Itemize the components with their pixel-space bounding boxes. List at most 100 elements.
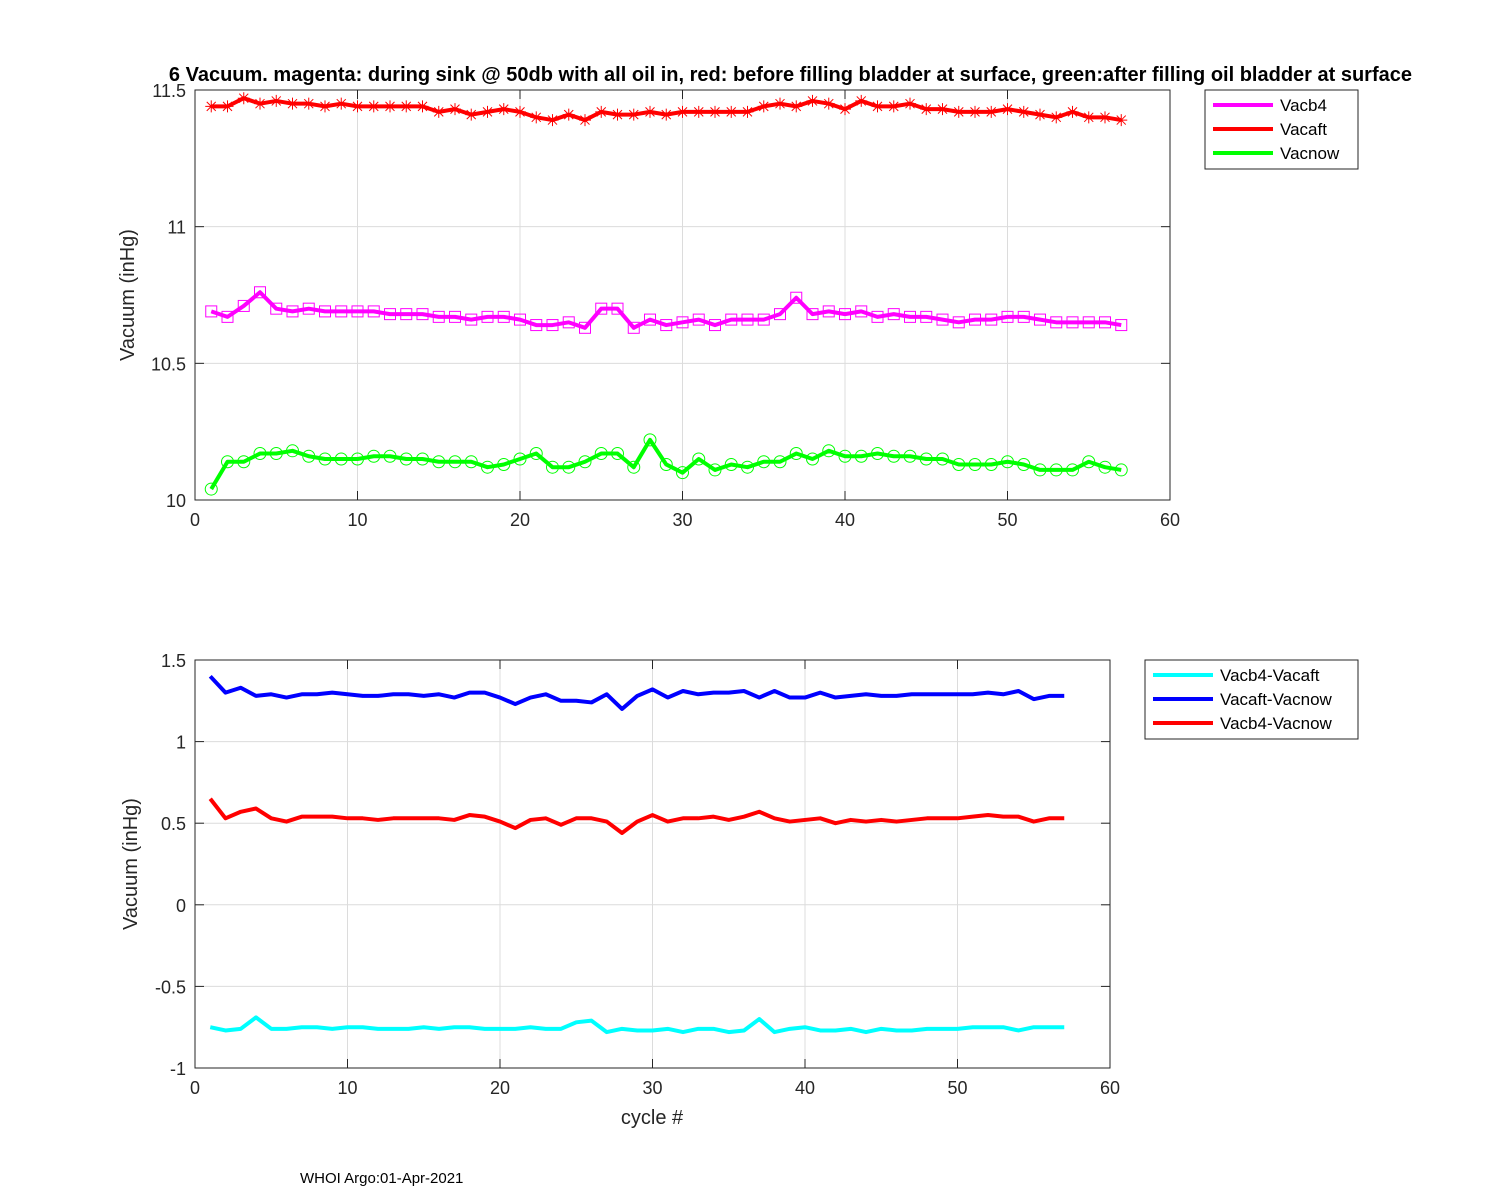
data-point-vacb4 bbox=[481, 310, 494, 323]
data-point-vacaft bbox=[887, 100, 900, 113]
data-point-vacaft bbox=[709, 105, 721, 118]
data-point-vacb4 bbox=[416, 308, 429, 321]
data-point-vacnow bbox=[578, 455, 592, 469]
data-point-vacb4 bbox=[627, 321, 640, 334]
data-point-vacaft bbox=[1050, 111, 1063, 124]
series-line-vacb4-vacaft bbox=[209, 1015, 1065, 1035]
data-point-vacaft bbox=[449, 103, 461, 116]
data-point-vacnow bbox=[529, 447, 543, 461]
data-point-vacnow bbox=[286, 444, 299, 458]
data-point-vacb4 bbox=[237, 299, 250, 312]
data-point-vacaft bbox=[1099, 111, 1111, 124]
data-point-vacnow bbox=[594, 447, 608, 461]
data-point-vacnow bbox=[1098, 460, 1112, 474]
x-tick-label: 20 bbox=[510, 510, 530, 530]
data-point-vacnow bbox=[513, 452, 527, 466]
x-tick-label: 60 bbox=[1160, 510, 1180, 530]
data-point-vacnow bbox=[887, 449, 901, 463]
data-point-vacb4 bbox=[985, 313, 998, 326]
data-point-vacb4 bbox=[384, 308, 396, 321]
series-line-vacaft-vacnow bbox=[208, 674, 1065, 711]
x-tick-label: 10 bbox=[347, 510, 367, 530]
data-point-vacb4 bbox=[1082, 316, 1095, 329]
data-point-vacb4 bbox=[822, 305, 835, 318]
data-point-vacaft bbox=[790, 100, 803, 113]
footer-stamp: WHOI Argo:01-Apr-2021 bbox=[300, 1170, 463, 1187]
data-point-vacaft bbox=[270, 94, 283, 107]
data-point-vacaft bbox=[774, 97, 786, 110]
data-point-vacaft bbox=[692, 105, 705, 118]
data-point-vacnow bbox=[481, 460, 494, 474]
data-point-vacb4 bbox=[465, 313, 478, 326]
data-point-vacb4 bbox=[871, 310, 884, 323]
data-point-vacnow bbox=[416, 452, 429, 466]
data-point-vacnow bbox=[757, 455, 771, 469]
data-point-vacb4 bbox=[319, 305, 331, 318]
data-point-vacnow bbox=[838, 449, 852, 463]
data-point-vacb4 bbox=[400, 308, 413, 321]
data-point-vacnow bbox=[269, 447, 283, 461]
legend-label-vacb4: Vacb4 bbox=[1280, 96, 1327, 115]
data-point-vacnow bbox=[919, 452, 933, 466]
data-point-vacnow bbox=[497, 457, 511, 471]
data-point-vacnow bbox=[562, 460, 576, 474]
data-point-vacnow bbox=[984, 457, 998, 471]
data-point-vacnow bbox=[789, 447, 803, 461]
y-tick-label: -1 bbox=[170, 1059, 186, 1079]
axes-box bbox=[194, 89, 1171, 501]
data-point-vacb4 bbox=[757, 313, 770, 326]
x-tick-label: 60 bbox=[1100, 1078, 1120, 1098]
data-point-vacaft bbox=[725, 105, 738, 118]
x-tick-label: 0 bbox=[190, 510, 200, 530]
data-point-vacaft bbox=[952, 105, 965, 118]
data-point-vacb4 bbox=[969, 313, 981, 326]
data-point-vacb4 bbox=[936, 313, 949, 326]
legend: Vacb4 Vacaft Vacnow bbox=[1204, 89, 1359, 170]
data-point-vacnow bbox=[936, 452, 949, 466]
data-point-vacb4 bbox=[855, 305, 868, 318]
top-axes: 0 10 20 30 40 50 601010.51111.5Vacb4VacaftVacn… bbox=[151, 81, 1359, 530]
legend-label-vacaft-vacnow: Vacaft-Vacnow bbox=[1220, 690, 1333, 709]
data-point-vacnow bbox=[659, 457, 673, 471]
data-point-vacaft bbox=[514, 105, 526, 118]
data-point-vacnow bbox=[1049, 463, 1063, 477]
series-line-vacb4-vacnow bbox=[208, 797, 1065, 835]
data-point-vacaft bbox=[822, 97, 835, 110]
data-point-vacaft bbox=[1115, 114, 1128, 127]
y-tick-label: 10 bbox=[166, 491, 186, 511]
data-point-vacnow bbox=[464, 455, 478, 469]
data-point-vacnow bbox=[367, 449, 381, 463]
data-point-vacaft bbox=[205, 100, 218, 113]
data-point-vacaft bbox=[611, 108, 624, 121]
data-point-vacb4 bbox=[595, 302, 608, 315]
y-tick-label: 11.5 bbox=[152, 81, 186, 101]
data-point-vacaft bbox=[400, 100, 413, 113]
data-point-vacnow bbox=[334, 452, 348, 466]
data-point-vacnow bbox=[871, 447, 884, 461]
x-tick-label: 20 bbox=[490, 1078, 510, 1098]
data-point-vacnow bbox=[773, 455, 787, 469]
data-point-vacnow bbox=[692, 452, 706, 466]
data-point-vacaft bbox=[1034, 108, 1046, 121]
axes-box bbox=[194, 659, 1111, 1069]
data-point-vacb4 bbox=[432, 310, 445, 323]
data-point-vacaft bbox=[497, 103, 510, 116]
data-point-vacaft bbox=[1001, 103, 1014, 116]
data-point-vacnow bbox=[204, 482, 218, 496]
data-point-vacaft bbox=[319, 100, 331, 113]
data-point-vacaft bbox=[1017, 105, 1030, 118]
data-point-vacb4 bbox=[221, 310, 234, 323]
x-tick-label: 40 bbox=[835, 510, 855, 530]
x-tick-label: 50 bbox=[947, 1078, 967, 1098]
x-tick-label: 40 bbox=[795, 1078, 815, 1098]
data-point-vacaft bbox=[741, 105, 754, 118]
data-point-vacaft bbox=[595, 105, 608, 118]
data-point-vacaft bbox=[302, 97, 315, 110]
data-point-vacnow bbox=[448, 455, 462, 469]
top-y-axis-label: Vacuum (inHg) bbox=[117, 229, 139, 361]
data-point-vacaft bbox=[562, 108, 575, 121]
data-point-vacb4 bbox=[1017, 310, 1030, 323]
data-point-vacnow bbox=[1033, 463, 1047, 477]
data-point-vacaft bbox=[936, 103, 949, 116]
